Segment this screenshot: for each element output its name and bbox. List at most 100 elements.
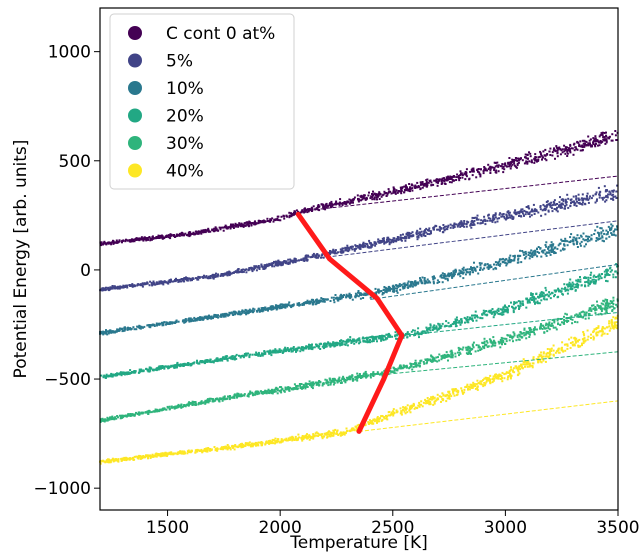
data-point	[410, 232, 413, 235]
data-point	[336, 381, 339, 384]
data-point	[392, 241, 395, 244]
data-point	[479, 316, 482, 319]
data-point	[138, 237, 141, 240]
data-point	[585, 198, 588, 201]
data-point	[179, 363, 182, 366]
data-point	[314, 256, 317, 259]
data-point	[221, 357, 224, 360]
data-point	[348, 247, 350, 250]
data-point	[265, 265, 267, 268]
data-point	[460, 172, 462, 175]
data-point	[367, 194, 370, 197]
data-point	[516, 164, 519, 167]
data-point	[459, 174, 462, 177]
series-1	[99, 184, 619, 292]
data-point	[544, 294, 547, 297]
data-point	[258, 310, 261, 313]
data-point	[455, 269, 457, 272]
data-point	[137, 326, 140, 328]
data-point	[288, 262, 291, 265]
data-point	[537, 246, 540, 248]
data-point	[382, 339, 385, 342]
data-point	[582, 142, 585, 145]
data-point	[605, 134, 607, 137]
data-point	[456, 318, 459, 321]
data-point	[595, 239, 598, 242]
data-point	[409, 284, 412, 287]
data-point	[529, 297, 532, 300]
data-point	[517, 304, 520, 307]
data-point	[390, 241, 393, 244]
data-point	[376, 335, 379, 338]
data-point	[381, 293, 384, 296]
data-point	[359, 341, 362, 344]
data-point	[527, 254, 530, 256]
data-point	[530, 292, 533, 295]
data-point	[483, 169, 486, 172]
data-point	[113, 331, 116, 334]
data-point	[501, 260, 504, 263]
data-point	[603, 185, 606, 188]
data-point	[468, 352, 471, 355]
data-point	[484, 223, 487, 226]
data-point	[124, 240, 127, 243]
data-point	[420, 230, 423, 233]
data-point	[112, 373, 115, 376]
data-point	[329, 300, 332, 302]
data-point	[194, 277, 197, 280]
data-point	[258, 353, 260, 356]
data-point	[267, 350, 270, 353]
data-point	[277, 351, 280, 353]
data-point	[309, 302, 312, 305]
data-point	[299, 350, 302, 353]
data-point	[510, 161, 513, 163]
data-point	[452, 270, 455, 273]
data-point	[222, 356, 225, 359]
data-point	[614, 134, 617, 137]
data-point	[429, 281, 432, 284]
data-point	[600, 277, 603, 280]
data-point	[400, 192, 403, 195]
data-point	[105, 373, 108, 376]
data-point	[550, 291, 553, 294]
data-point	[586, 235, 589, 238]
data-point	[356, 194, 359, 197]
data-point	[239, 270, 242, 273]
data-point	[583, 197, 586, 200]
data-point	[327, 251, 330, 254]
data-point	[357, 246, 360, 249]
data-point	[325, 204, 328, 207]
data-point	[194, 230, 197, 233]
data-point	[603, 132, 606, 134]
data-point	[447, 359, 449, 362]
data-point	[531, 208, 533, 211]
data-point	[549, 293, 552, 296]
data-point	[476, 214, 479, 217]
data-point	[462, 271, 465, 274]
data-point	[319, 348, 322, 350]
data-point	[128, 372, 131, 375]
data-point	[429, 326, 432, 329]
data-point	[581, 316, 584, 319]
data-point	[424, 229, 426, 232]
data-point	[490, 312, 493, 315]
data-point	[218, 358, 221, 361]
data-point	[545, 298, 548, 301]
data-point	[382, 237, 385, 240]
data-point	[400, 190, 403, 192]
data-point	[341, 342, 344, 345]
data-point	[267, 308, 270, 311]
data-point	[603, 276, 606, 279]
data-point	[248, 356, 251, 359]
data-point	[482, 220, 484, 223]
data-point	[496, 217, 499, 220]
data-point	[416, 181, 419, 184]
data-point	[575, 286, 578, 288]
data-point	[174, 235, 177, 238]
data-point	[608, 227, 611, 230]
data-point	[532, 296, 535, 299]
data-point	[457, 273, 459, 276]
data-point	[604, 200, 607, 203]
data-point	[478, 171, 481, 174]
data-point	[566, 292, 569, 295]
